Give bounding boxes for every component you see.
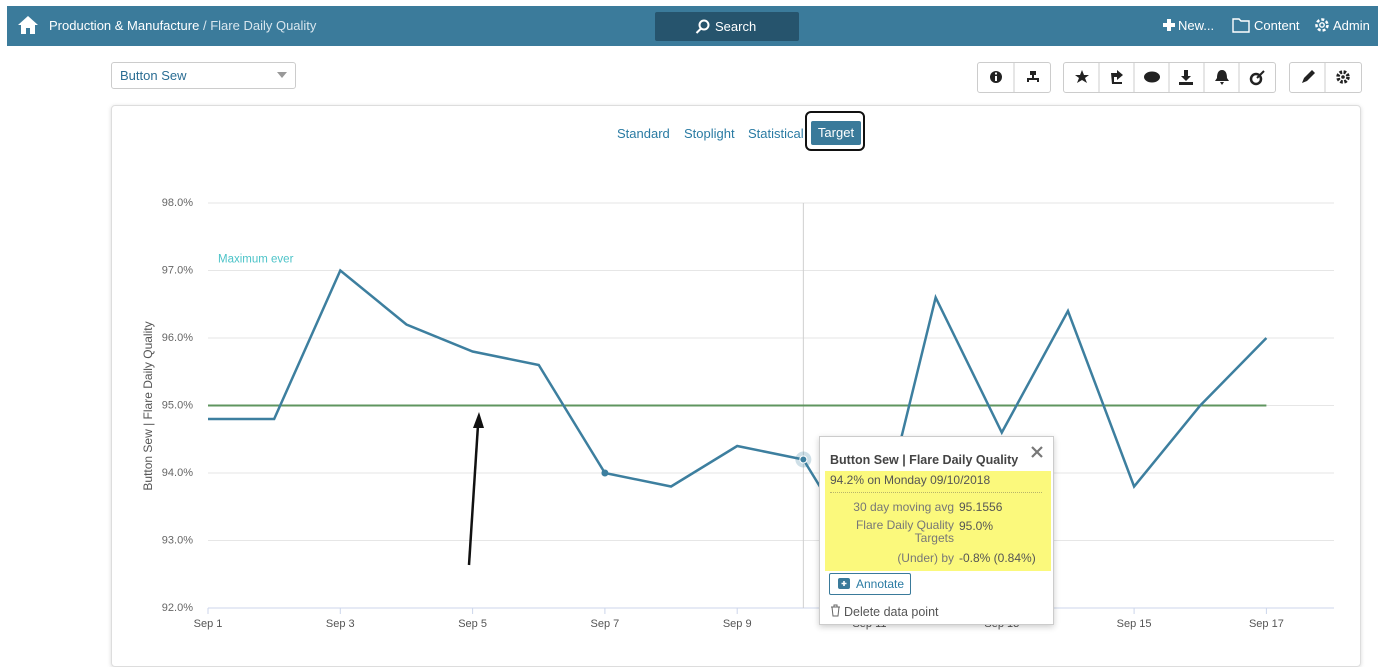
- hover-point: [799, 455, 808, 464]
- tooltip: Button Sew | Flare Daily Quality 94.2% o…: [819, 436, 1054, 625]
- trash-icon: [831, 604, 840, 617]
- annotate-icon: [838, 578, 850, 589]
- toolbar-icons[interactable]: [1290, 63, 1361, 92]
- highlight-box: [805, 111, 865, 151]
- close-icon[interactable]: [1031, 446, 1043, 458]
- home-icon[interactable]: [16, 15, 40, 35]
- nav-bar: Production & Manufacture / Flare Daily Q…: [7, 6, 1378, 46]
- x-tick-label: Sep 5: [458, 618, 487, 630]
- tooltip-label: Flare Daily Quality Targets: [855, 518, 954, 545]
- annotate-label: Annotate: [856, 577, 905, 591]
- search-icon: [695, 19, 710, 34]
- tooltip-headline: 94.2% on Monday 09/10/2018: [830, 473, 991, 487]
- tab[interactable]: Statistical: [748, 126, 804, 141]
- y-tick-label: 95.0%: [162, 399, 193, 411]
- tooltip-title: Button Sew | Flare Daily Quality: [830, 453, 1019, 467]
- toolbar-icons[interactable]: [978, 63, 1050, 92]
- content-icon: [1232, 18, 1250, 33]
- selector-value: Button Sew: [120, 68, 187, 83]
- marker: [601, 469, 609, 477]
- y-tick-label: 93.0%: [162, 534, 193, 546]
- callout-arrow: [467, 424, 480, 566]
- tab-active[interactable]: Target: [811, 121, 861, 145]
- admin-button[interactable]: Admin: [1333, 18, 1370, 33]
- y-tick-label: 98.0%: [162, 197, 193, 209]
- y-tick-label: 97.0%: [162, 264, 193, 276]
- annotation: Maximum ever: [218, 254, 294, 266]
- y-tick-label: 96.0%: [162, 332, 193, 344]
- admin-icon: [1315, 18, 1329, 32]
- x-tick-label: Sep 7: [591, 618, 620, 630]
- callout-arrowhead: [473, 412, 484, 428]
- x-tick-label: Sep 9: [723, 618, 752, 630]
- x-tick-label: Sep 3: [326, 618, 355, 630]
- breadcrumb-page: / Flare Daily Quality: [203, 18, 317, 33]
- tooltip-value: -0.8% (0.84%): [959, 551, 1036, 565]
- tab[interactable]: Standard: [617, 126, 670, 141]
- search-box[interactable]: Search: [655, 12, 799, 41]
- tab[interactable]: Stoplight: [684, 126, 735, 141]
- x-tick-label: Sep 1: [194, 618, 223, 630]
- y-tick-label: 94.0%: [162, 467, 193, 479]
- content-button[interactable]: Content: [1254, 18, 1300, 33]
- x-tick-label: Sep 15: [1117, 618, 1152, 630]
- chart-selector[interactable]: Button Sew: [111, 62, 296, 89]
- breadcrumb-section[interactable]: Production & Manufacture: [49, 18, 200, 33]
- delete-link[interactable]: Delete data point: [844, 605, 939, 619]
- tooltip-value: 95.0%: [959, 519, 994, 533]
- x-tick-label: Sep 17: [1249, 618, 1284, 630]
- separator: [830, 492, 1042, 493]
- toolbar-group: [1063, 62, 1276, 93]
- tooltip-value: 95.1556: [959, 500, 1003, 514]
- new-button[interactable]: New...: [1178, 18, 1215, 33]
- toolbar-group: [977, 62, 1051, 93]
- tooltip-highlight: [825, 471, 1051, 571]
- caret: [277, 72, 287, 78]
- plus-icon: [1163, 19, 1175, 31]
- search-label: Search: [715, 19, 757, 34]
- toolbar-group: [1289, 62, 1362, 93]
- y-tick-label: 92.0%: [162, 602, 193, 614]
- tooltip-label: (Under) by: [897, 551, 954, 565]
- toolbar-icons[interactable]: [1064, 63, 1275, 92]
- tooltip-label: 30 day moving avg: [853, 500, 954, 514]
- y-axis-label: Button Sew | Flare Daily Quality: [141, 321, 155, 490]
- annotate-button[interactable]: Annotate: [829, 573, 911, 595]
- series-line: [208, 268, 1268, 571]
